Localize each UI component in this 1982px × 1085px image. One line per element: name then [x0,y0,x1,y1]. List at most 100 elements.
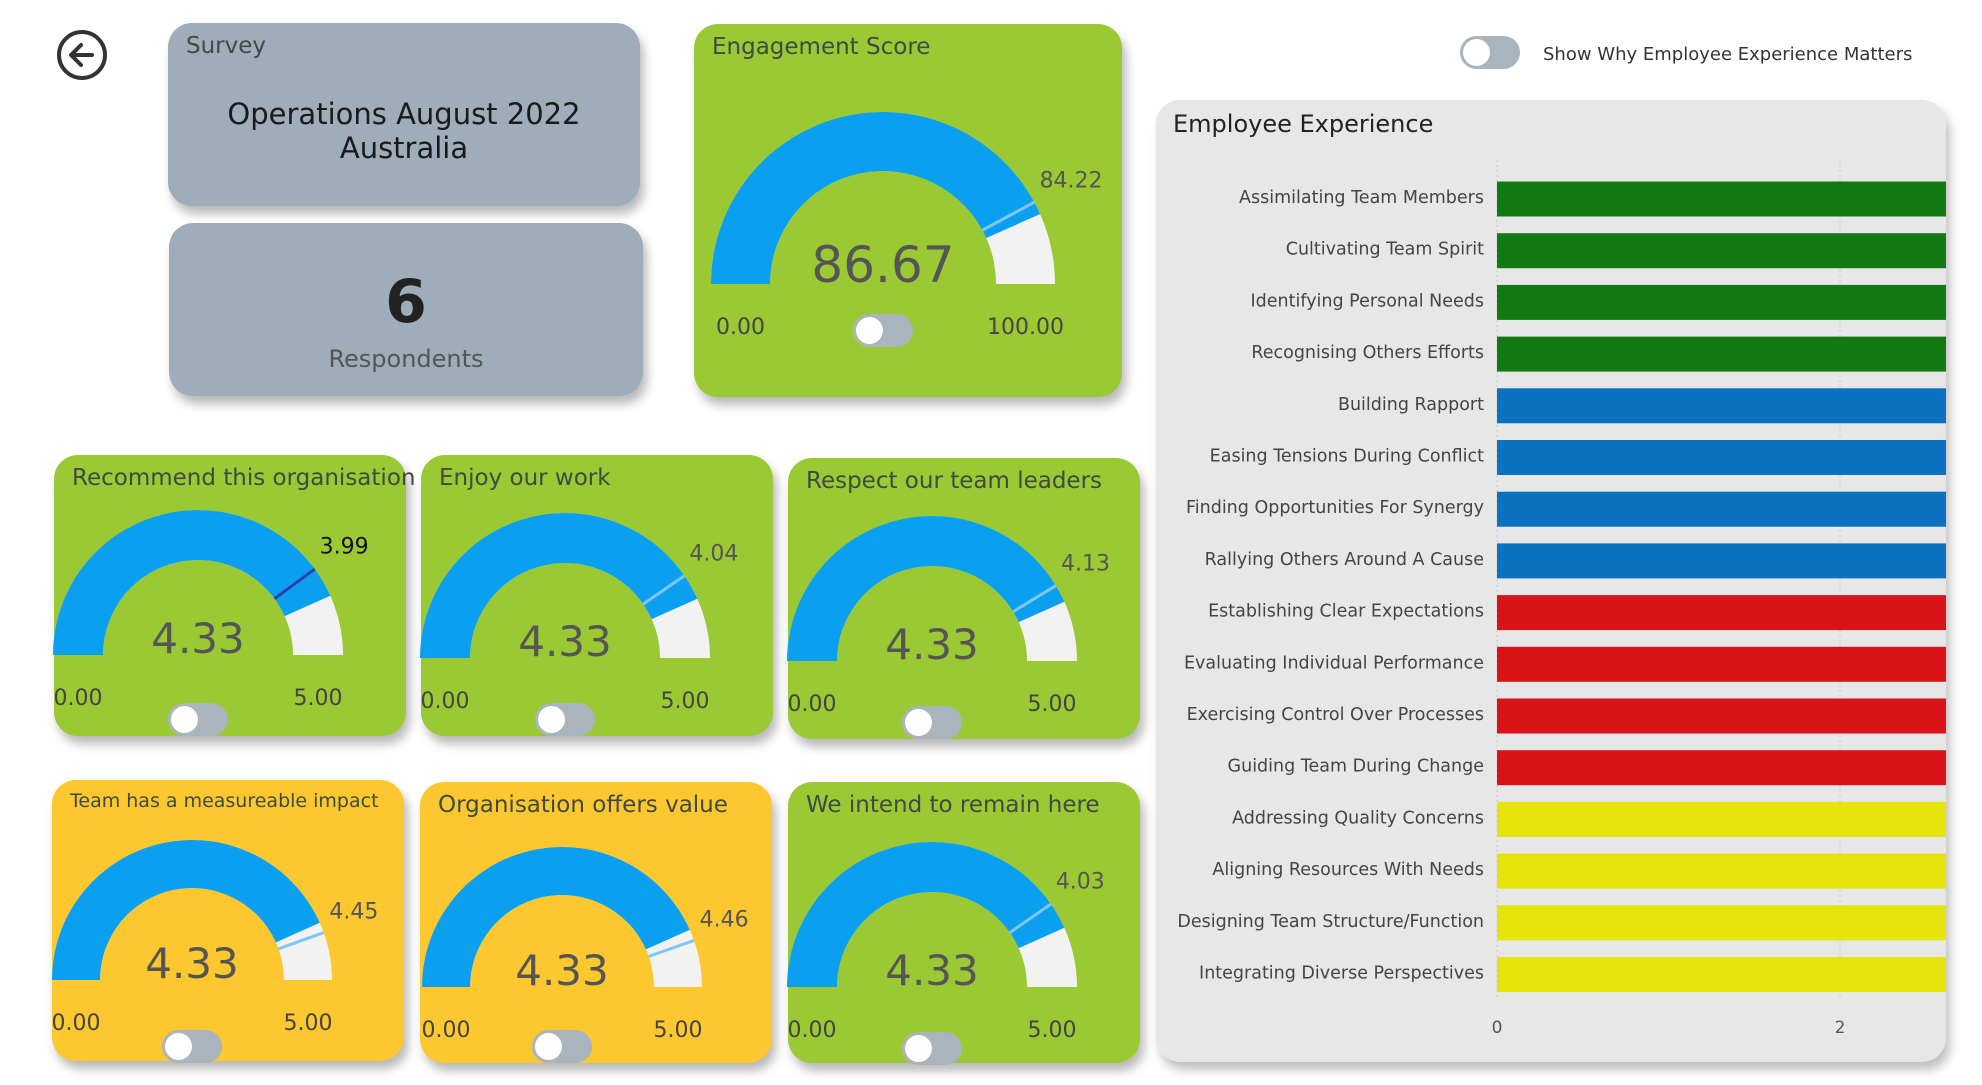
gauge-title: Engagement Score [712,34,931,60]
gauge-card-enjoy: Enjoy our work 4.33 0.00 5.00 4.04 [420,455,773,736]
y-category-label: Rallying Others Around A Cause [1205,550,1484,570]
y-category-label: Aligning Resources With Needs [1212,860,1484,880]
toggle-knob [905,709,932,736]
gauge-max-label: 5.00 [1028,692,1077,717]
survey-card: Survey Operations August 2022 Australia [168,23,640,206]
gauge-max-label: 100.00 [987,315,1064,340]
employee-experience-chart: 024Assimilating Team Members3.8Cultivati… [1177,160,1946,1038]
y-category-label: Assimilating Team Members [1239,188,1484,208]
x-tick-label: 0 [1492,1018,1503,1038]
toggle-knob [856,317,883,344]
bar[interactable] [1497,595,1946,631]
y-category-label: Establishing Clear Expectations [1208,602,1484,622]
bar[interactable] [1497,646,1946,682]
bar[interactable] [1497,491,1946,527]
toggle-knob [535,1033,562,1060]
gauge-target-marker [981,200,1036,232]
gauge-target-marker [1009,902,1052,934]
gauge-min-label: 0.00 [52,1011,101,1036]
back-arrow-icon[interactable] [55,28,109,82]
gauge-min-label: 0.00 [54,686,103,711]
show-why-label: Show Why Employee Experience Matters [1543,44,1913,65]
gauge-chart: 4.33 0.00 5.00 3.99 [53,510,369,711]
y-category-label: Building Rapport [1338,395,1484,415]
respondents-count: 6 [385,267,427,337]
gauge-card-recommend: Recommend this organisation 4.33 0.00 5.00 3… [53,455,415,736]
bar[interactable] [1497,233,1946,269]
gauge-toggle[interactable] [535,703,595,736]
gauge-fill [711,112,1041,285]
bar[interactable] [1497,440,1946,475]
gauge-target-label: 4.46 [700,907,749,932]
respondents-label: Respondents [328,345,484,373]
gauge-fill [787,842,1065,987]
toggle-knob [1463,39,1490,66]
gauge-target-label: 84.22 [1040,168,1103,193]
gauge-chart: 86.67 0.00 100.00 84.22 [711,112,1103,340]
gauge-max-label: 5.00 [654,1018,703,1043]
gauge-value: 4.33 [145,939,239,988]
bar[interactable] [1497,750,1946,786]
gauge-value: 4.33 [151,614,245,663]
gauge-max-label: 5.00 [284,1011,333,1036]
gauge-toggle[interactable] [853,314,913,347]
gauge-value: 86.67 [811,236,954,294]
employee-experience-panel: Employee Experience 024Assimilating Team… [1156,100,1946,1062]
gauge-card-remain: We intend to remain here 4.33 0.00 5.00 4.03 [787,782,1140,1065]
gauge-fill [52,840,320,980]
toggle-knob [905,1035,932,1062]
gauge-toggle[interactable] [902,706,962,739]
gauge-fill [420,513,698,658]
gauge-title: Organisation offers value [438,792,728,818]
gauge-target-label: 4.45 [329,900,378,925]
gauge-title: Enjoy our work [439,465,611,491]
show-why-toggle[interactable] [1460,36,1520,69]
gauge-title: We intend to remain here [806,792,1100,818]
gauge-toggle[interactable] [532,1030,592,1063]
bar[interactable] [1497,698,1946,734]
y-category-label: Addressing Quality Concerns [1232,808,1484,828]
survey-title: Survey [186,33,267,59]
y-category-label: Evaluating Individual Performance [1184,653,1484,673]
toggle-knob [538,706,565,733]
gauge-target-label: 4.04 [689,541,738,566]
gauge-max-label: 5.00 [1028,1018,1077,1043]
bar[interactable] [1497,905,1946,941]
x-tick-label: 2 [1835,1018,1846,1038]
bar[interactable] [1497,284,1946,320]
gauge-max-label: 5.00 [294,686,343,711]
bar[interactable] [1497,543,1946,579]
gauge-fill [787,516,1065,661]
bar[interactable] [1497,853,1946,889]
survey-name: Operations August 2022 Australia [168,97,640,165]
gauge-target-marker [648,938,695,958]
bar[interactable] [1497,801,1946,837]
gauge-title: Respect our team leaders [806,468,1103,494]
bar[interactable] [1497,957,1946,992]
gauge-chart: 4.33 0.00 5.00 4.03 [787,842,1105,1043]
gauge-value: 4.33 [518,617,612,666]
bar[interactable] [1497,388,1946,424]
gauge-target-marker [642,574,686,606]
gauge-card-impact: Team has a measureable impact 4.33 0.00 5.0… [52,780,404,1063]
gauge-toggle[interactable] [162,1030,222,1063]
gauge-value: 4.33 [515,946,609,995]
gauge-chart: 4.33 0.00 5.00 4.04 [420,513,738,714]
y-category-label: Integrating Diverse Perspectives [1199,964,1484,984]
gauge-max-label: 5.00 [661,689,710,714]
gauge-min-label: 0.00 [788,692,837,717]
y-category-label: Identifying Personal Needs [1251,291,1485,311]
gauge-card-respect: Respect our team leaders 4.33 0.00 5.00 4.13 [787,458,1140,739]
y-category-label: Finding Opportunities For Synergy [1186,498,1484,518]
y-category-label: Cultivating Team Spirit [1286,240,1484,260]
gauge-min-label: 0.00 [422,1018,471,1043]
gauge-title: Recommend this organisation [72,465,416,491]
bar[interactable] [1497,336,1946,372]
gauge-target-label: 4.13 [1061,552,1110,577]
gauge-min-label: 0.00 [716,315,765,340]
bar[interactable] [1497,181,1946,217]
gauge-toggle[interactable] [168,703,228,736]
respondents-card: 6 Respondents [169,223,643,396]
gauge-toggle[interactable] [902,1032,962,1065]
gauge-target-marker [278,931,325,951]
